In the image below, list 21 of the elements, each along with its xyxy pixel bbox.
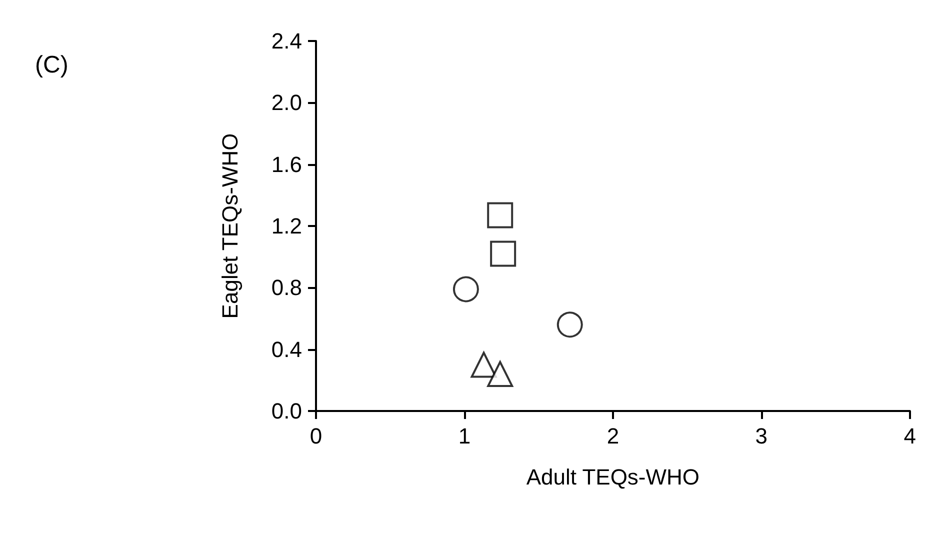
y-tick-label: 2.4 — [271, 28, 302, 54]
x-tick-label: 2 — [606, 424, 620, 448]
x-tick-label: 4 — [904, 424, 916, 448]
point — [487, 361, 514, 387]
point — [556, 312, 583, 338]
y-axis-title: Eaglet TEQs-WHO — [218, 133, 242, 319]
point — [487, 202, 514, 228]
y-tick-label: 0.0 — [271, 398, 302, 424]
x-tick-label: 3 — [755, 424, 768, 448]
text: (C) — [35, 52, 68, 78]
x-axis-title: Adult TEQs-WHO — [526, 464, 700, 490]
y-tick-label: 0.4 — [271, 336, 302, 362]
y-tick-label: 0.8 — [271, 275, 302, 300]
y-tick-label: 1.2 — [271, 214, 302, 238]
point — [470, 352, 497, 378]
point — [490, 240, 516, 267]
x-tick-label: 1 — [458, 424, 471, 448]
y-tick-label: 1.6 — [271, 152, 302, 177]
y-tick-label: 2.0 — [271, 90, 302, 116]
point — [452, 276, 479, 302]
x-tick-label: 0 — [310, 424, 322, 448]
